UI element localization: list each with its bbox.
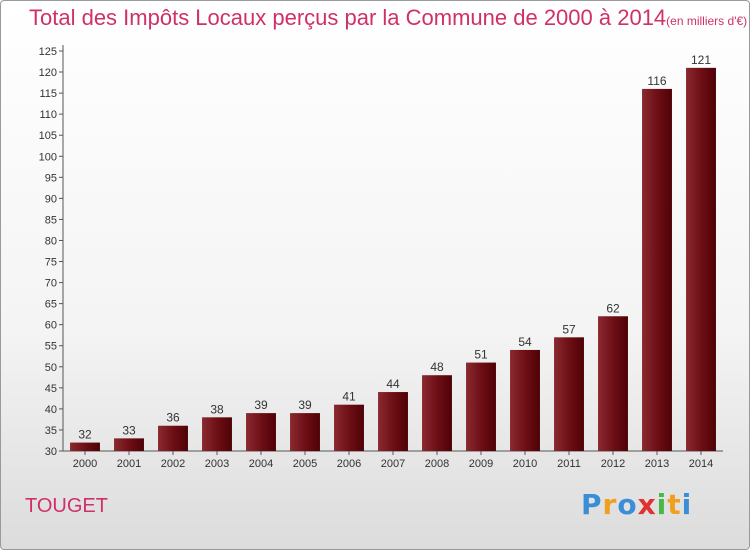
- y-tick-label: 65: [45, 299, 57, 311]
- y-tick-label: 35: [45, 425, 57, 437]
- bar-2007: [378, 392, 408, 451]
- x-tick-label: 2000: [73, 458, 97, 470]
- x-tick-label: 2013: [645, 458, 669, 470]
- x-tick-label: 2011: [557, 458, 581, 470]
- bar-2006: [334, 404, 364, 451]
- y-tick-label: 60: [45, 320, 57, 332]
- y-tick-label: 100: [39, 151, 57, 163]
- x-tick-label: 2006: [337, 458, 361, 470]
- y-tick-label: 85: [45, 214, 57, 226]
- data-label: 38: [210, 402, 224, 416]
- y-tick-label: 115: [39, 88, 57, 100]
- data-label: 54: [518, 335, 532, 349]
- bar-2003: [202, 417, 232, 451]
- bar-2005: [290, 413, 320, 451]
- bar-2012: [598, 316, 628, 451]
- y-tick-label: 125: [39, 46, 57, 58]
- y-tick-label: 90: [45, 193, 57, 205]
- bar-2011: [554, 337, 584, 451]
- axes: 30 35 40 45 50 55 60 65 70 75 80 85 90 95 100 105 110 115…: [39, 45, 723, 470]
- data-label: 32: [78, 428, 92, 442]
- bar-2009: [466, 362, 496, 451]
- x-tick-label: 2002: [161, 458, 185, 470]
- chart-unit: (en milliers d'€): [666, 14, 748, 28]
- data-label: 36: [166, 411, 180, 425]
- data-label: 39: [254, 398, 268, 412]
- x-tick-label: 2010: [513, 458, 537, 470]
- chart-title: Total des Impôts Locaux perçus par la Co…: [29, 5, 747, 31]
- data-label: 39: [298, 398, 312, 412]
- data-labels: 32 33 36 38 39 39 41 44 48 51 54 57 62 116 121: [78, 53, 711, 442]
- x-tick-label: 2005: [293, 458, 317, 470]
- data-label: 51: [474, 348, 488, 362]
- bars: [70, 67, 716, 451]
- data-label: 33: [122, 423, 136, 437]
- x-tick-label: 2014: [689, 458, 713, 470]
- x-tick-label: 2007: [381, 458, 405, 470]
- y-tick-label: 80: [45, 235, 57, 247]
- y-tick-label: 40: [45, 404, 57, 416]
- y-tick-label: 55: [45, 341, 57, 353]
- data-label: 44: [386, 377, 400, 391]
- bar-2004: [246, 413, 276, 451]
- y-tick-label: 95: [45, 172, 57, 184]
- data-label: 121: [691, 53, 711, 67]
- commune-name: TOUGET: [25, 495, 108, 517]
- proxiti-logo: Proxiti: [581, 488, 693, 521]
- data-label: 62: [606, 301, 620, 315]
- bar-2010: [510, 349, 540, 451]
- y-tick-label: 110: [39, 109, 57, 121]
- x-tick-label: 2003: [205, 458, 229, 470]
- y-tick-label: 105: [39, 130, 57, 142]
- y-tick-label: 120: [39, 67, 57, 79]
- bar-2000: [70, 442, 100, 451]
- data-label: 48: [430, 360, 444, 374]
- bar-2002: [158, 425, 188, 451]
- y-tick-label: 30: [45, 446, 57, 458]
- data-label: 57: [562, 322, 576, 336]
- x-tick-label: 2009: [469, 458, 493, 470]
- y-tick-label: 50: [45, 362, 57, 374]
- chart-title-text: Total des Impôts Locaux perçus par la Co…: [29, 5, 667, 30]
- x-tick-label: 2004: [249, 458, 273, 470]
- bar-2014: [686, 67, 716, 451]
- y-tick-label: 45: [45, 383, 57, 395]
- data-label: 116: [647, 74, 666, 88]
- y-tick-label: 75: [45, 257, 57, 269]
- data-label: 41: [342, 390, 356, 404]
- bar-2001: [114, 438, 144, 451]
- x-tick-label: 2001: [117, 458, 141, 470]
- bar-2013: [642, 88, 672, 451]
- x-tick-label: 2012: [601, 458, 625, 470]
- x-tick-label: 2008: [425, 458, 449, 470]
- bar-2008: [422, 375, 452, 451]
- y-tick-label: 70: [45, 278, 57, 290]
